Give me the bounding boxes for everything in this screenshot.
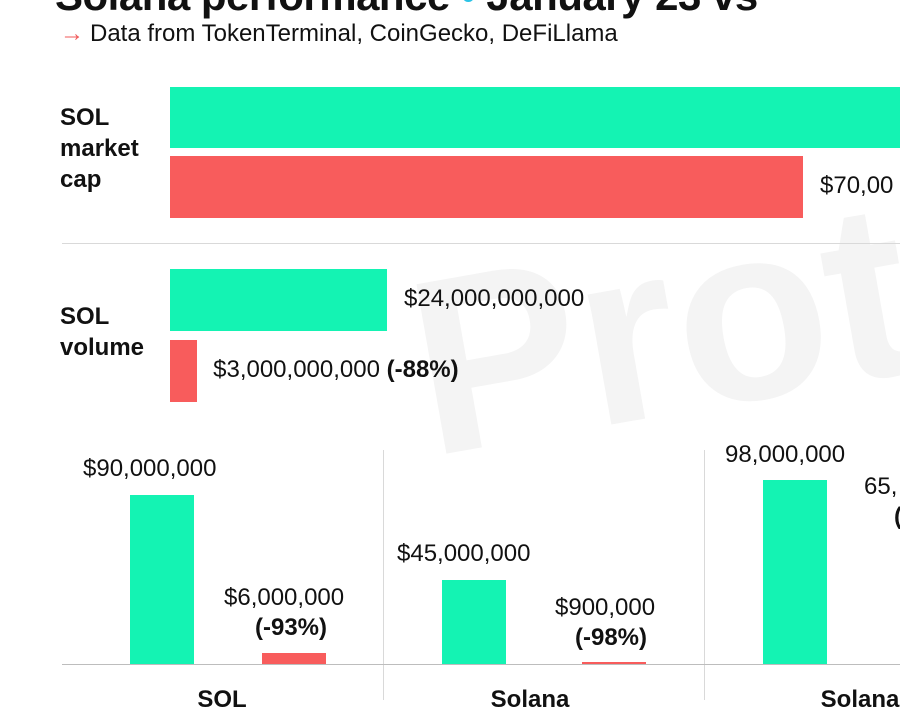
market-cap-now-value: $70,00 bbox=[820, 172, 893, 200]
solana-now-bar bbox=[582, 662, 646, 664]
market-cap-label: SOL market cap bbox=[60, 102, 139, 195]
volume-then-bar bbox=[170, 269, 387, 331]
category-label-solana: Solana bbox=[490, 686, 570, 713]
value-text: $24,000,000,000 bbox=[404, 285, 585, 312]
change-text: (-88%) bbox=[386, 356, 459, 383]
arrow-right-icon: → bbox=[60, 20, 84, 47]
volume-label: SOL volume bbox=[60, 301, 144, 363]
group-divider bbox=[704, 450, 705, 700]
solana-now-change: (-98%) bbox=[575, 624, 648, 651]
chart-title: Solana performance • January 23 vs bbox=[55, 0, 758, 20]
market-cap-label-line: cap bbox=[60, 166, 102, 193]
title-date: January 23 vs bbox=[486, 0, 758, 19]
x-axis-baseline bbox=[62, 664, 900, 665]
volume-label-line: volume bbox=[60, 334, 145, 361]
value-text: $70,00 bbox=[820, 172, 894, 199]
solana-now-value: $900,000 bbox=[555, 594, 656, 621]
solana-2-then-bar bbox=[763, 479, 827, 664]
market-cap-label-line: market bbox=[60, 135, 139, 162]
solana-then-value: $45,000,000 bbox=[397, 540, 531, 567]
title-main: Solana performance bbox=[55, 0, 450, 19]
source-text: Data from TokenTerminal, CoinGecko, DeFi… bbox=[90, 20, 618, 47]
solana-2-now-value: 65, bbox=[864, 473, 898, 500]
volume-label-line: SOL bbox=[60, 303, 110, 330]
group-divider bbox=[383, 450, 384, 700]
market-cap-then-bar bbox=[170, 87, 900, 148]
value-text: $3,000,000,000 bbox=[213, 356, 380, 383]
solana-2-now-change: ( bbox=[894, 503, 900, 531]
source-note: → Data from TokenTerminal, CoinGecko, DeF… bbox=[60, 20, 618, 48]
market-cap-now-bar bbox=[170, 156, 803, 218]
category-label-solana-2: Solana bbox=[820, 686, 900, 713]
title-separator: • bbox=[461, 0, 476, 19]
solana-then-bar bbox=[442, 579, 506, 664]
sol-then-bar bbox=[130, 495, 194, 664]
category-label-sol: SOL bbox=[197, 686, 247, 713]
volume-now-value: $3,000,000,000 (-88%) bbox=[213, 356, 459, 384]
market-cap-label-line: SOL bbox=[60, 104, 110, 131]
sol-now-value: $6,000,000 bbox=[224, 584, 345, 611]
section-divider bbox=[62, 243, 900, 244]
volume-now-bar bbox=[170, 340, 198, 402]
volume-then-value: $24,000,000,000 bbox=[404, 285, 584, 313]
sol-then-value: $90,000,000 bbox=[83, 455, 217, 482]
sol-now-change: (-93%) bbox=[255, 614, 328, 641]
solana-2-then-value: 98,000,000 bbox=[725, 441, 846, 468]
sol-now-bar bbox=[262, 652, 326, 664]
